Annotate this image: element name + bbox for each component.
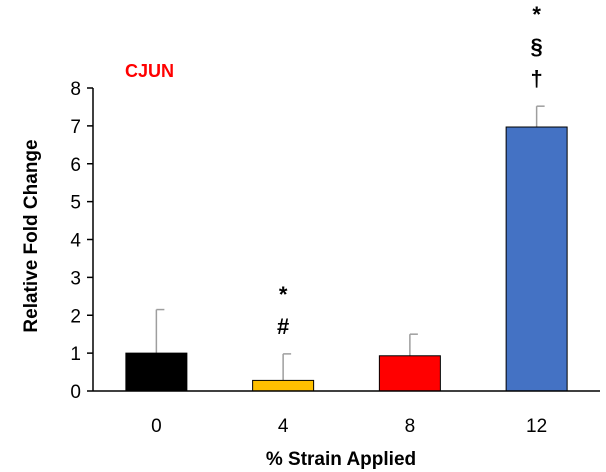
x-tick-label: 4 <box>278 416 289 437</box>
significance-annotations: * # * § † <box>277 2 543 339</box>
x-tick-label: 0 <box>151 416 162 437</box>
y-tick-label: 2 <box>70 306 81 327</box>
y-tick-label: 3 <box>70 268 81 289</box>
y-tick-label: 4 <box>70 231 81 252</box>
x-tick-label: 8 <box>405 416 416 437</box>
y-tick-label: 8 <box>70 79 81 100</box>
chart-title: CJUN <box>125 61 174 81</box>
significance-mark: # <box>277 314 289 339</box>
y-tick-label: 5 <box>70 193 81 214</box>
significance-mark: * <box>532 2 541 27</box>
y-tick-label: 0 <box>70 382 81 403</box>
y-axis-ticks: 0 1 2 3 4 5 6 7 8 <box>70 79 93 403</box>
x-tick-label: 12 <box>526 416 547 437</box>
bar-8 <box>378 355 441 392</box>
bars <box>125 105 568 392</box>
y-tick-label: 1 <box>70 344 81 365</box>
x-axis-title: % Strain Applied <box>266 449 416 470</box>
x-axis-ticks: 0 4 8 12 <box>151 416 547 437</box>
bar-12 <box>505 126 568 392</box>
significance-mark: † <box>531 66 543 91</box>
y-tick-label: 6 <box>70 155 81 176</box>
y-tick-label: 7 <box>70 117 81 138</box>
bar-4 <box>252 379 315 392</box>
significance-mark: § <box>531 34 543 59</box>
bar-0 <box>125 352 188 392</box>
significance-mark: * <box>279 282 288 307</box>
y-axis-title: Relative Fold Change <box>21 139 42 332</box>
